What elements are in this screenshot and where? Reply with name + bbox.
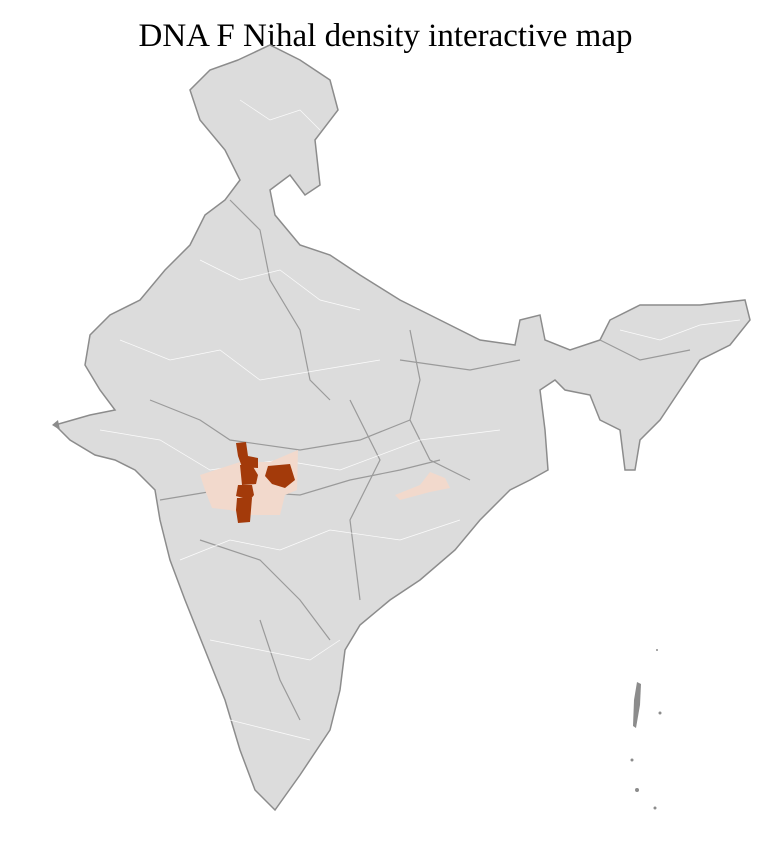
india-outline bbox=[53, 44, 751, 812]
map-title: DNA F Nihal density interactive map bbox=[138, 18, 633, 54]
high-density-district-1[interactable] bbox=[236, 442, 258, 468]
high-density-district-3[interactable] bbox=[265, 464, 295, 488]
sri-lanka-gap-marker bbox=[52, 420, 60, 430]
low-density-region-east[interactable] bbox=[395, 472, 450, 500]
high-density-district-2[interactable] bbox=[240, 465, 258, 485]
high-density-district-4[interactable] bbox=[236, 485, 254, 500]
density-regions[interactable] bbox=[200, 442, 450, 523]
high-density-district-5[interactable] bbox=[236, 498, 252, 523]
andaman-nicobar-islands bbox=[630, 649, 662, 810]
